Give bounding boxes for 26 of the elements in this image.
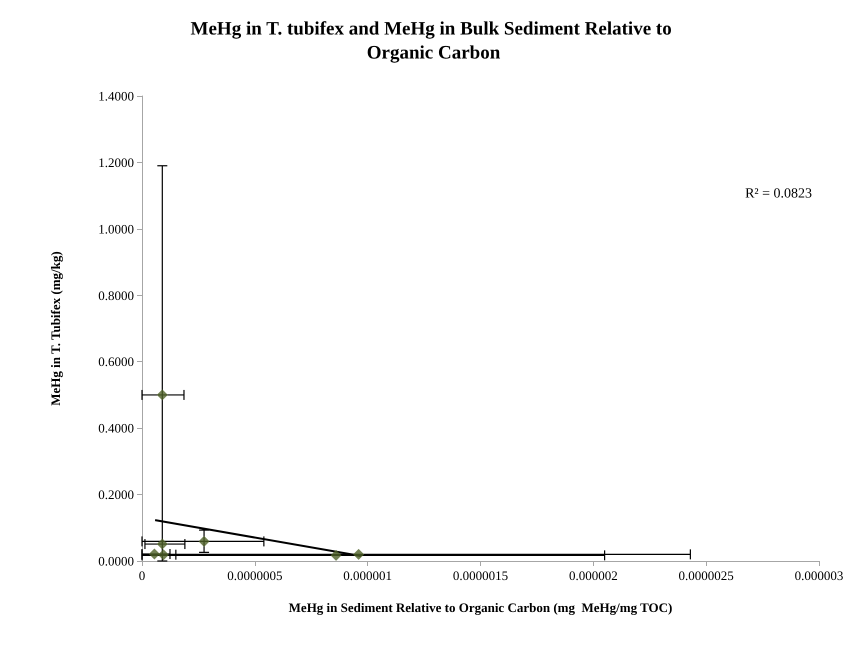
annotation: R² = 0.0823 — [745, 186, 812, 202]
y-tick-label: 0.8000 — [98, 288, 134, 303]
x-tick-label: 0 — [138, 568, 146, 583]
x-tick-label: 0.000001 — [343, 568, 392, 583]
x-tick-label: 0.000002 — [568, 568, 618, 583]
y-tick-label: 0.0000 — [98, 554, 134, 568]
point — [156, 538, 168, 550]
point — [148, 548, 160, 560]
point — [158, 549, 169, 560]
x-tick-label: 0.0000015 — [452, 568, 508, 583]
y-tick-label: 1.0000 — [98, 221, 134, 236]
x-axis-title: MeHg in Sediment Relative to Organic Carbon (mg MeHg/mg TOC) — [288, 600, 672, 615]
y-tick-label: 1.4000 — [98, 88, 134, 104]
chart-title: MeHg in T. tubifex and MeHg in Bulk Sediment Relative to Organic Carbon — [190, 18, 676, 64]
y-axis-title: MeHg in T. Tubifex (mg/kg) — [48, 251, 63, 406]
point — [156, 389, 168, 400]
x-tick-label: 0.0000005 — [227, 568, 282, 583]
point — [330, 550, 342, 561]
y-tick-label: 0.2000 — [98, 487, 134, 502]
y-tick-label: 0.6000 — [98, 354, 134, 370]
point — [198, 536, 210, 547]
point — [353, 548, 364, 560]
x-tick-label: 0.000003 — [794, 568, 844, 583]
x-tick-label: 0.0000025 — [678, 568, 734, 583]
y-tick-label: 1.2000 — [98, 154, 134, 170]
y-tick-label: 0.4000 — [98, 420, 134, 436]
